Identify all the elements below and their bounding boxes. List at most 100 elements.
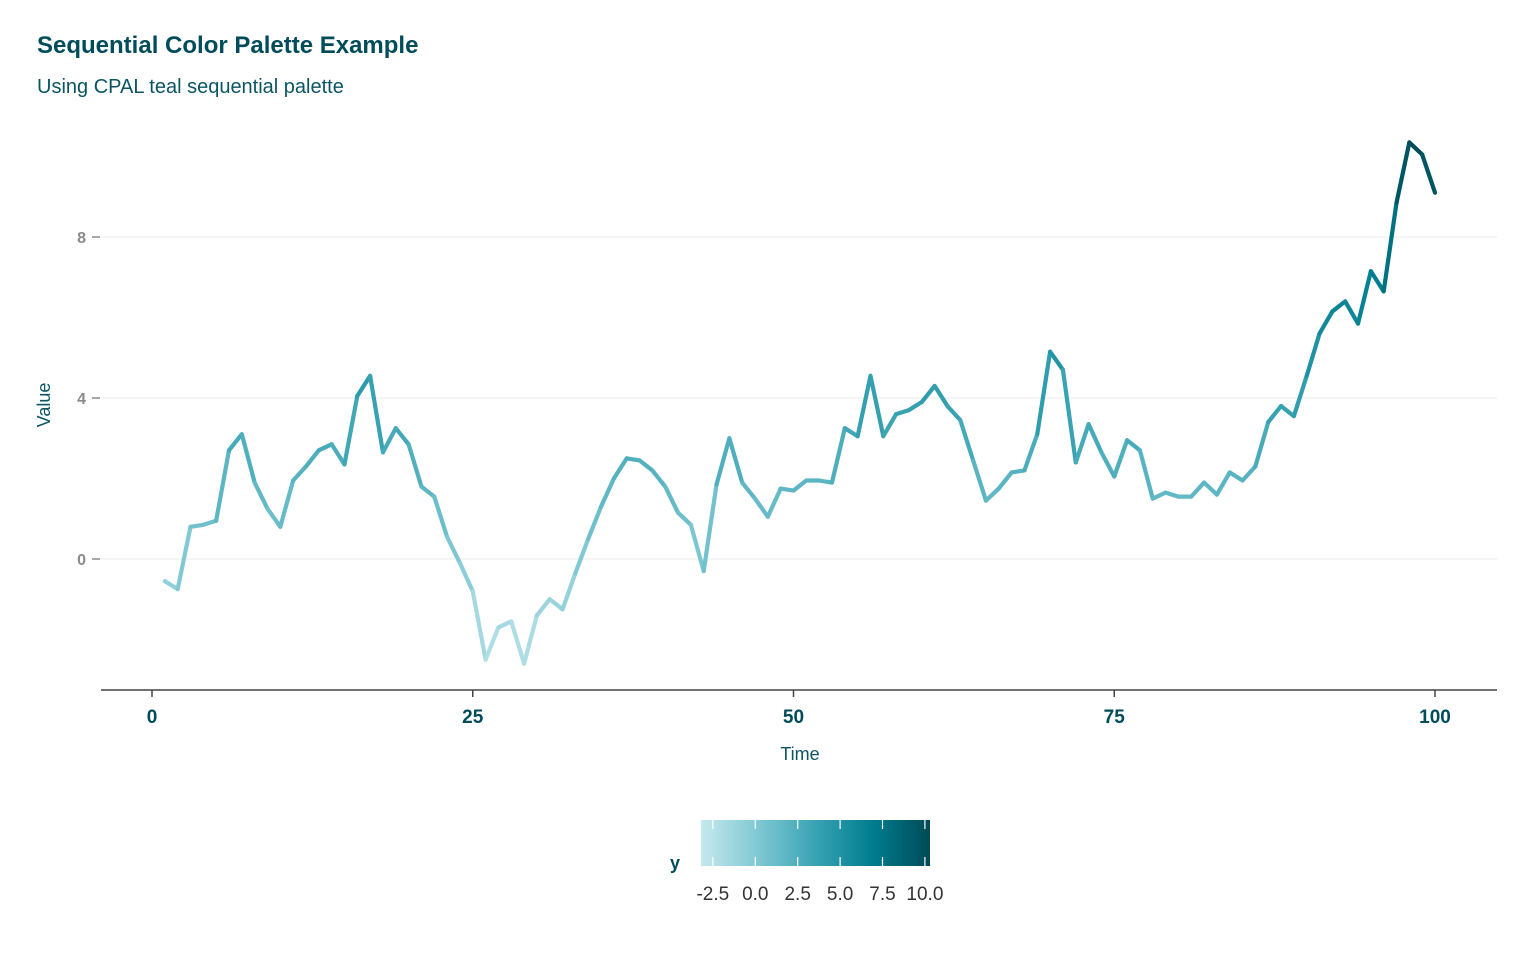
- line-segment: [470, 589, 488, 662]
- y-axis-ticks: 0 4 8: [77, 230, 100, 569]
- line-segment: [162, 579, 180, 592]
- x-tick-label: 0: [147, 707, 158, 728]
- line-segment: [380, 426, 398, 455]
- line-segment: [1022, 432, 1040, 473]
- line-segment: [1381, 200, 1399, 294]
- x-tick-label: 75: [1104, 707, 1126, 728]
- line-segment: [1330, 299, 1348, 314]
- line-segment: [1266, 403, 1284, 425]
- line-segment: [765, 486, 783, 519]
- line-segment: [291, 464, 309, 483]
- line-segment: [1137, 448, 1155, 501]
- gridlines: [101, 236, 1497, 560]
- line-segment: [752, 496, 770, 519]
- line-segment: [881, 412, 899, 439]
- line-segment: [637, 458, 655, 473]
- line-segment: [534, 597, 552, 618]
- line-segment: [958, 418, 976, 463]
- line-segment: [1163, 490, 1181, 499]
- line-segment: [239, 432, 257, 485]
- x-tick-label: 25: [462, 707, 484, 728]
- data-line: [162, 140, 1438, 666]
- x-axis-title: Time: [780, 744, 819, 764]
- line-segment: [496, 619, 514, 630]
- line-segment: [1368, 269, 1386, 294]
- line-segment: [1035, 349, 1053, 437]
- line-segment: [996, 470, 1014, 491]
- line-segment: [586, 504, 604, 541]
- line-segment: [252, 480, 270, 511]
- line-segment: [817, 478, 835, 485]
- line-segment: [509, 619, 527, 666]
- line-segment: [1201, 480, 1219, 497]
- line-segment: [355, 373, 373, 399]
- line-segment: [1291, 373, 1309, 419]
- legend-color-bar: [701, 820, 930, 866]
- x-axis-ticks: 0 25 50 75 100: [147, 690, 1451, 728]
- line-segment: [265, 506, 283, 529]
- line-segment: [419, 484, 437, 499]
- line-segment: [598, 476, 616, 509]
- line-segment: [1073, 422, 1091, 465]
- line-segment: [1355, 269, 1373, 326]
- line-segment: [1009, 468, 1027, 475]
- line-segment: [329, 442, 347, 467]
- line-segment: [1253, 420, 1271, 469]
- line-segment: [906, 399, 924, 413]
- line-segment: [483, 625, 501, 662]
- legend-tick-label: 10.0: [906, 884, 943, 905]
- line-segment: [1112, 438, 1130, 479]
- line-segment: [727, 436, 745, 485]
- line-segment: [894, 407, 912, 417]
- line-segment: [855, 373, 873, 439]
- line-segment: [1099, 450, 1117, 479]
- line-segment: [226, 432, 244, 453]
- line-segment: [1086, 422, 1104, 455]
- line-segment: [714, 436, 732, 487]
- line-segment: [663, 484, 681, 515]
- line-segment: [521, 613, 540, 666]
- y-tick-label: 4: [77, 391, 86, 408]
- legend-title: y: [670, 853, 680, 873]
- line-segment: [945, 403, 963, 423]
- line-segment: [457, 560, 475, 594]
- line-segment: [842, 426, 860, 439]
- line-segment: [1240, 464, 1258, 483]
- line-segment: [791, 478, 809, 493]
- line-segment: [1278, 403, 1296, 419]
- line-segment: [201, 518, 219, 527]
- y-tick-label: 0: [77, 552, 86, 569]
- chart-subtitle: Using CPAL teal sequential palette: [37, 76, 344, 98]
- y-tick-label: 8: [77, 230, 86, 247]
- line-segment: [175, 524, 193, 592]
- line-segment: [278, 478, 296, 529]
- line-segment: [611, 456, 629, 481]
- line-segment: [1343, 299, 1361, 326]
- line-segment: [444, 534, 463, 566]
- line-segment: [560, 570, 578, 612]
- legend-tick-label: -2.5: [696, 884, 729, 905]
- x-tick-label: 100: [1419, 707, 1451, 728]
- line-segment: [1060, 367, 1078, 465]
- line-segment: [1394, 140, 1412, 205]
- line-segment: [650, 468, 668, 489]
- line-segment: [1124, 438, 1143, 453]
- line-segment: [393, 426, 411, 447]
- line-segment: [573, 536, 591, 576]
- line-segment: [1317, 309, 1335, 336]
- line-segment: [778, 486, 796, 493]
- legend-tick-label: 5.0: [827, 884, 853, 905]
- line-segment: [1214, 470, 1232, 497]
- line-segment: [547, 597, 565, 612]
- line-segment: [1304, 331, 1322, 378]
- line-segment: [919, 383, 937, 405]
- legend-tick-label: 2.5: [784, 884, 810, 905]
- line-segment: [368, 373, 386, 455]
- y-axis-title: Value: [34, 383, 54, 428]
- line-segment: [983, 486, 1001, 503]
- line-segment: [1047, 349, 1066, 372]
- line-segment: [688, 522, 706, 574]
- line-segment: [675, 510, 693, 527]
- chart-title: Sequential Color Palette Example: [37, 32, 419, 59]
